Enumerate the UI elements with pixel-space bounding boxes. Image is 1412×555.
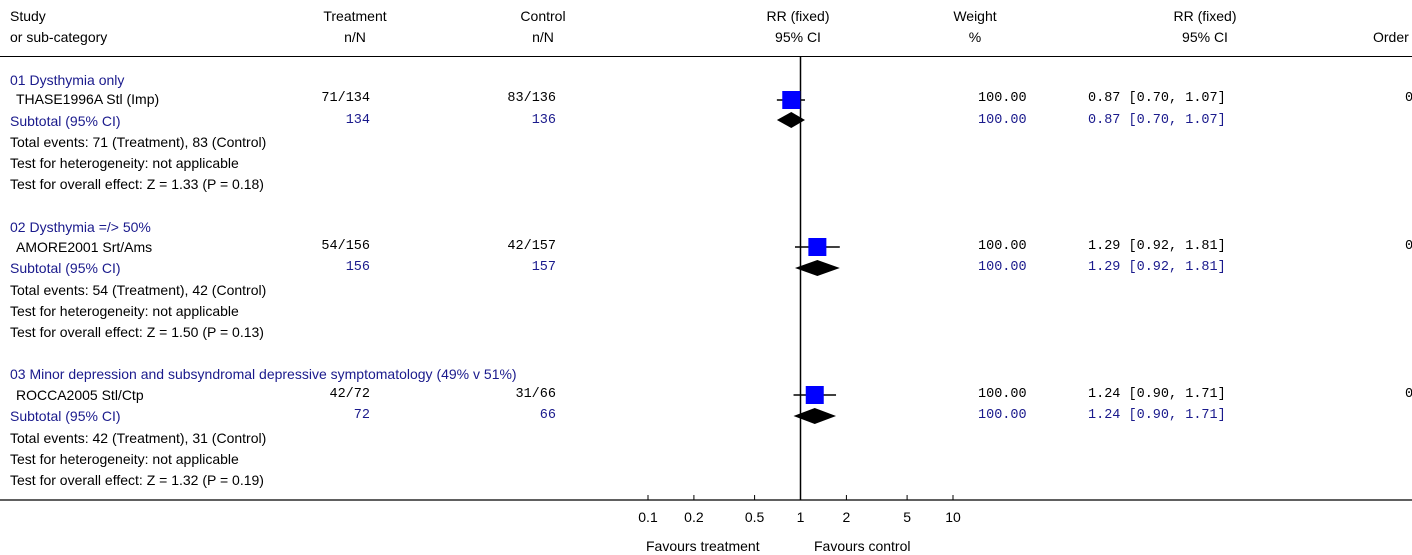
subtotal-control: 157 (531, 260, 556, 275)
header-control: Control (520, 8, 566, 24)
total-events: Total events: 54 (Treatment), 42 (Contro… (10, 282, 267, 298)
subtotal-weight: 100.00 (978, 260, 1027, 275)
study-marker (808, 238, 827, 256)
study-weight: 100.00 (978, 91, 1027, 106)
study-weight: 100.00 (978, 387, 1027, 402)
header-rr-text: RR (fixed) (1173, 8, 1237, 24)
header-rr-text-sub: 95% CI (1182, 29, 1228, 45)
favours-control-label: Favours control (814, 538, 911, 554)
axis-tick-label: 5 (903, 509, 911, 525)
group-title: 02 Dysthymia =/> 50% (10, 219, 151, 235)
total-events: Total events: 71 (Treatment), 83 (Contro… (10, 134, 267, 150)
header-treatment: Treatment (323, 8, 387, 24)
total-events: Total events: 42 (Treatment), 31 (Contro… (10, 430, 267, 446)
header-order: Order (1373, 29, 1409, 45)
overall-effect-test: Test for overall effect: Z = 1.32 (P = 0… (10, 472, 264, 488)
subtotal-diamond (793, 408, 837, 424)
study-name: ROCCA2005 Stl/Ctp (16, 387, 144, 403)
axis-tick-label: 0.5 (745, 509, 765, 525)
study-order: 0 (1405, 387, 1412, 402)
axis-tick-label: 0.2 (684, 509, 704, 525)
group-title: 03 Minor depression and subsyndromal dep… (10, 366, 517, 382)
header-control-sub: n/N (532, 29, 554, 45)
subtotal-treatment: 72 (353, 408, 370, 423)
study-treatment: 42/72 (329, 387, 370, 402)
overall-effect-test: Test for overall effect: Z = 1.33 (P = 0… (10, 176, 264, 192)
header-treatment-sub: n/N (344, 29, 366, 45)
overall-effect-test: Test for overall effect: Z = 1.50 (P = 0… (10, 324, 264, 340)
subtotal-weight: 100.00 (978, 113, 1027, 128)
subtotal-rr-text: 0.87 [0.70, 1.07] (1088, 113, 1226, 128)
subtotal-treatment: 156 (345, 260, 370, 275)
subtotal-control: 136 (531, 113, 556, 128)
study-control: 42/157 (507, 239, 556, 254)
study-control: 31/66 (515, 387, 556, 402)
subtotal-label: Subtotal (95% CI) (10, 113, 121, 129)
subtotal-diamond (794, 260, 840, 276)
study-weight: 100.00 (978, 239, 1027, 254)
study-rr-text: 1.24 [0.90, 1.71] (1088, 387, 1226, 402)
subtotal-diamond (776, 112, 805, 128)
heterogeneity-test: Test for heterogeneity: not applicable (10, 155, 239, 171)
study-order: 0 (1405, 91, 1412, 106)
study-treatment: 71/134 (321, 91, 370, 106)
study-order: 0 (1405, 239, 1412, 254)
study-name: AMORE2001 Srt/Ams (16, 239, 153, 255)
heterogeneity-test: Test for heterogeneity: not applicable (10, 303, 239, 319)
study-treatment: 54/156 (321, 239, 370, 254)
subtotal-treatment: 134 (345, 113, 370, 128)
study-rr-text: 1.29 [0.92, 1.81] (1088, 239, 1226, 254)
subtotal-rr-text: 1.24 [0.90, 1.71] (1088, 408, 1226, 423)
header-weight: Weight (953, 8, 997, 24)
study-marker (782, 91, 801, 109)
study-control: 83/136 (507, 91, 556, 106)
axis-tick-label: 0.1 (638, 509, 658, 525)
header-divider (0, 56, 1412, 57)
subtotal-rr-text: 1.29 [0.92, 1.81] (1088, 260, 1226, 275)
subtotal-label: Subtotal (95% CI) (10, 260, 121, 276)
subtotal-weight: 100.00 (978, 408, 1027, 423)
axis-tick-label: 1 (797, 509, 805, 525)
axis-tick-label: 2 (843, 509, 851, 525)
header-weight-sub: % (968, 29, 982, 45)
study-name: THASE1996A Stl (Imp) (16, 91, 160, 107)
axis-tick-label: 10 (945, 509, 961, 525)
subtotal-control: 66 (539, 408, 556, 423)
heterogeneity-test: Test for heterogeneity: not applicable (10, 451, 239, 467)
header-study: Study (10, 8, 46, 24)
study-rr-text: 0.87 [0.70, 1.07] (1088, 91, 1226, 106)
group-title: 01 Dysthymia only (10, 72, 125, 88)
favours-treatment-label: Favours treatment (646, 538, 760, 554)
subtotal-label: Subtotal (95% CI) (10, 408, 121, 424)
study-marker (805, 386, 824, 404)
header-rr-plot: RR (fixed) (766, 8, 830, 24)
header-study-sub: or sub-category (10, 29, 108, 45)
header-rr-plot-sub: 95% CI (775, 29, 821, 45)
